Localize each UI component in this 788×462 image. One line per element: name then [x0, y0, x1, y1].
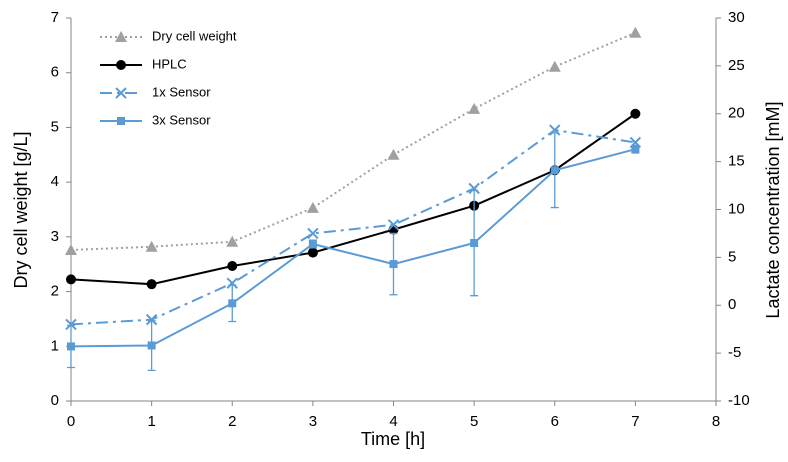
marker — [629, 26, 642, 38]
legend-label: 1x Sensor — [152, 84, 211, 99]
x-tick-label: 3 — [309, 413, 317, 430]
y-tick-label: 1 — [51, 337, 59, 354]
marker — [226, 277, 238, 289]
marker — [116, 60, 126, 70]
y2-tick-label: 20 — [728, 105, 745, 122]
marker — [307, 227, 319, 240]
marker — [147, 341, 156, 350]
y2-tick-label: 10 — [728, 200, 745, 217]
series-line — [70, 112, 636, 286]
x-axis-label: Time [h] — [361, 429, 425, 449]
marker — [65, 243, 77, 255]
y2-tick-label: -10 — [728, 392, 750, 409]
marker — [145, 313, 158, 326]
y-tick-label: 0 — [51, 392, 59, 409]
x-tick-label: 5 — [470, 413, 478, 430]
marker — [468, 102, 481, 114]
y-tick-label: 7 — [51, 9, 59, 26]
marker — [387, 148, 400, 160]
y-tick-label: 2 — [51, 283, 59, 300]
marker — [389, 260, 398, 269]
marker — [66, 274, 76, 285]
marker — [550, 166, 559, 175]
marker — [145, 240, 158, 252]
marker — [117, 117, 125, 125]
marker — [548, 60, 561, 72]
y2-tick-label: 0 — [728, 296, 736, 313]
marker — [146, 279, 157, 290]
marker — [228, 299, 237, 308]
marker — [630, 108, 641, 119]
marker — [387, 219, 400, 231]
marker — [468, 182, 480, 195]
x-tick-label: 8 — [712, 413, 720, 430]
marker — [470, 239, 479, 248]
series-line — [70, 148, 636, 348]
y2-axis-label: Lactate concentration [mM] — [763, 101, 783, 318]
y2-tick-label: -5 — [728, 344, 741, 361]
y-tick-label: 4 — [51, 173, 59, 190]
y2-tick-label: 30 — [728, 9, 745, 26]
legend-label: 3x Sensor — [152, 112, 211, 127]
x-tick-label: 0 — [67, 413, 75, 430]
marker — [115, 31, 127, 42]
marker — [307, 247, 318, 258]
series-line — [70, 128, 636, 326]
marker — [115, 87, 127, 99]
y-tick-label: 5 — [51, 118, 59, 135]
y2-tick-label: 25 — [728, 57, 745, 74]
marker — [308, 239, 317, 248]
x-tick-label: 7 — [631, 413, 639, 430]
marker — [65, 318, 77, 331]
marker — [631, 145, 640, 154]
marker — [67, 342, 75, 351]
y-tick-label: 6 — [51, 64, 59, 81]
y-axis-label: Dry cell weight [g/L] — [11, 131, 31, 288]
y-tick-label: 3 — [51, 228, 59, 245]
legend-label: HPLC — [152, 56, 187, 71]
x-tick-label: 6 — [551, 413, 559, 430]
marker — [306, 201, 319, 213]
y2-tick-label: 15 — [728, 153, 745, 170]
x-tick-label: 1 — [147, 413, 155, 430]
marker — [227, 260, 238, 271]
y2-tick-label: 5 — [728, 248, 736, 265]
legend-label: Dry cell weight — [152, 28, 237, 43]
x-tick-label: 2 — [228, 413, 236, 430]
marker — [226, 235, 239, 247]
x-tick-label: 4 — [389, 413, 397, 430]
